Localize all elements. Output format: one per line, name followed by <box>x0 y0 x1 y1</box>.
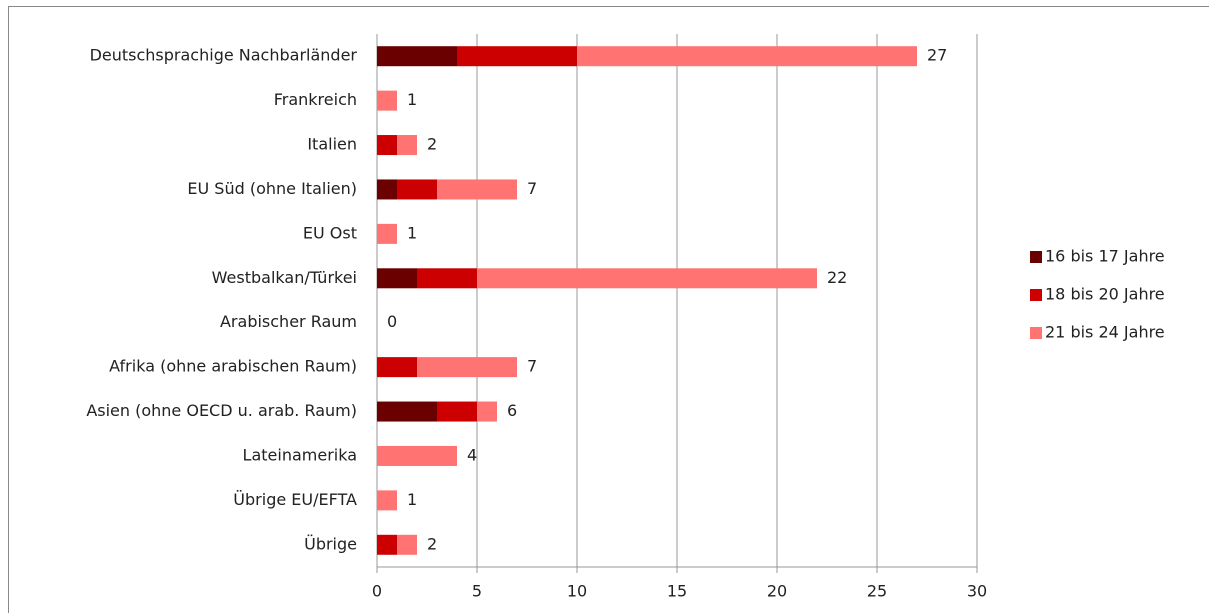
y-tick-label: Deutschsprachige Nachbarländer <box>90 46 358 65</box>
bar-segment <box>377 490 397 511</box>
x-tick-label: 20 <box>767 582 787 601</box>
bar-segment <box>377 223 397 244</box>
total-label: 2 <box>427 534 437 553</box>
y-tick-label: Frankreich <box>274 90 357 109</box>
total-label: 1 <box>407 90 417 109</box>
x-tick-label: 0 <box>372 582 382 601</box>
bar-segment <box>377 268 417 289</box>
bar-segment <box>377 135 397 156</box>
legend-swatch <box>1030 289 1042 301</box>
bar-segment <box>437 179 517 200</box>
total-label: 0 <box>387 312 397 331</box>
total-label: 4 <box>467 445 477 464</box>
bar-segment <box>477 401 497 422</box>
bar-segment <box>377 179 397 200</box>
total-label: 27 <box>927 46 947 65</box>
y-tick-label: Übrige <box>304 534 357 553</box>
bar-segment <box>397 135 417 156</box>
x-tick-label: 15 <box>667 582 687 601</box>
bar-segment <box>397 534 417 555</box>
legend-label: 21 bis 24 Jahre <box>1045 323 1165 342</box>
bar-segment <box>437 401 477 422</box>
legend-swatch <box>1030 327 1042 339</box>
bar-segment <box>377 357 417 378</box>
bar-segment <box>417 268 477 289</box>
bar-segment <box>377 401 437 422</box>
x-tick-label: 5 <box>472 582 482 601</box>
y-tick-label: Lateinamerika <box>243 445 357 464</box>
total-label: 22 <box>827 268 847 287</box>
y-tick-label: Afrika (ohne arabischen Raum) <box>109 357 357 376</box>
y-tick-label: EU Ost <box>303 223 357 242</box>
y-tick-label: Übrige EU/EFTA <box>233 490 357 509</box>
x-tick-label: 30 <box>967 582 987 601</box>
chart-border <box>8 6 1209 613</box>
total-label: 2 <box>427 135 437 154</box>
total-label: 7 <box>527 179 537 198</box>
legend-label: 18 bis 20 Jahre <box>1045 285 1165 304</box>
bar-segment <box>577 46 917 67</box>
bar-segment <box>377 445 457 466</box>
y-tick-label: EU Süd (ohne Italien) <box>187 179 357 198</box>
x-tick-label: 10 <box>567 582 587 601</box>
legend-swatch <box>1030 251 1042 263</box>
bar-segment <box>377 90 397 111</box>
total-label: 7 <box>527 357 537 376</box>
legend-label: 16 bis 17 Jahre <box>1045 247 1165 266</box>
y-tick-label: Italien <box>307 135 357 154</box>
y-tick-label: Westbalkan/Türkei <box>212 268 357 287</box>
total-label: 1 <box>407 223 417 242</box>
bar-segment <box>477 268 817 289</box>
bar-segment <box>377 534 397 555</box>
x-tick-label: 25 <box>867 582 887 601</box>
y-tick-label: Asien (ohne OECD u. arab. Raum) <box>86 401 357 420</box>
bar-segment <box>397 179 437 200</box>
bar-segment <box>377 46 457 67</box>
total-label: 6 <box>507 401 517 420</box>
bar-segment <box>417 357 517 378</box>
bar-segment <box>457 46 577 67</box>
total-label: 1 <box>407 490 417 509</box>
y-tick-label: Arabischer Raum <box>220 312 357 331</box>
